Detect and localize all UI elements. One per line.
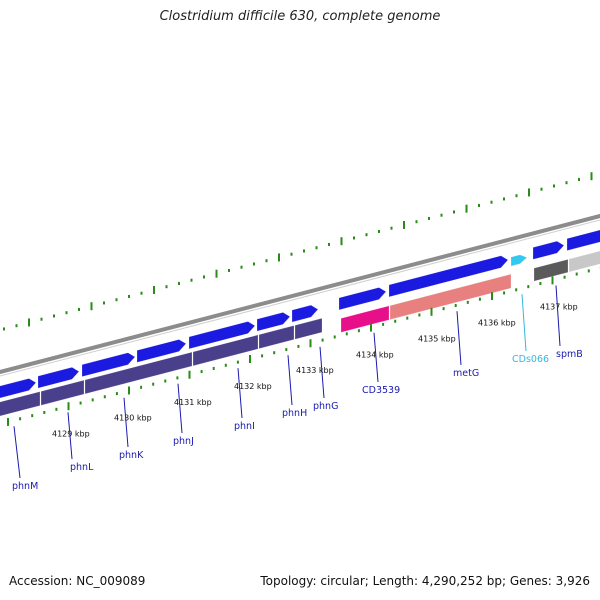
ruler-label: 4130 kbp <box>114 413 152 422</box>
gene-label-phng: phnG <box>313 401 338 412</box>
label-leader-line <box>319 346 325 399</box>
gene-label-phni: phnI <box>234 421 255 432</box>
gene-label-cds066: CDs066 <box>512 354 549 365</box>
gene-bar-highlight <box>340 305 390 333</box>
cds-arrow <box>81 352 136 378</box>
ruler-label: 4131 kbp <box>174 398 212 407</box>
gc-skew-ticks <box>3 172 593 331</box>
backbone-shadow <box>0 219 600 377</box>
cds-arrow-cyan <box>510 254 528 267</box>
ruler-label: 4132 kbp <box>234 382 272 391</box>
feature-tracks <box>0 229 600 417</box>
label-leader-line <box>287 355 293 406</box>
genome-summary-text: Topology: circular; Length: 4,290,252 bp… <box>260 574 590 588</box>
gene-label-cd3539: CD3539 <box>362 385 400 396</box>
label-leader-line <box>177 383 183 434</box>
cds-arrow <box>532 240 565 260</box>
cds-arrow <box>188 321 256 350</box>
cds-arrow <box>388 255 509 298</box>
ruler-label: 4133 kbp <box>296 366 334 375</box>
ruler-label: 4129 kbp <box>52 429 90 438</box>
gene-label-phnk: phnK <box>119 450 144 461</box>
cds-arrow <box>291 304 319 323</box>
backbone-line <box>0 213 600 375</box>
gene-bar-grey <box>533 258 569 282</box>
cds-arrow <box>136 339 187 363</box>
gene-bar <box>258 325 295 350</box>
gene-label-phnm: phnM <box>12 481 38 492</box>
label-leader-line <box>373 332 379 383</box>
cds-arrow <box>338 287 387 311</box>
label-leader-line <box>521 294 527 352</box>
gene-label-phnh: phnH <box>282 408 307 419</box>
label-leader-line <box>67 412 73 460</box>
ruler-label: 4134 kbp <box>356 350 394 359</box>
gene-label-phnl: phnL <box>70 462 94 473</box>
map-title: Clostridium difficile 630, complete geno… <box>159 9 441 24</box>
ruler-label: 4136 kbp <box>478 319 516 328</box>
gene-bar <box>40 379 85 406</box>
gene-bar <box>84 351 193 395</box>
label-leader-line <box>237 368 243 419</box>
ruler-label: 4135 kbp <box>418 334 456 343</box>
gene-labels: phnM phnL phnK phnJ phnI phnH phnG CD3539 metG CD… <box>12 285 583 492</box>
gene-bar <box>294 317 323 340</box>
cds-arrow <box>37 366 80 389</box>
gene-label-spmb: spmB <box>556 349 583 360</box>
gene-bar-light <box>568 250 600 273</box>
kbp-ruler: 4129 kbp 4130 kbp 4131 kbp 4132 kbp 4133 kbp… <box>7 266 600 438</box>
accession-text: Accession: NC_009089 <box>9 574 146 588</box>
cds-arrow <box>0 378 37 399</box>
label-leader-line <box>123 397 129 448</box>
genome-backbone <box>0 213 600 377</box>
cds-arrow <box>566 229 600 251</box>
gene-label-metg: metG <box>453 368 479 379</box>
gene-bar-metg <box>389 273 512 320</box>
gene-bar <box>192 334 259 367</box>
gene-bar <box>0 391 41 417</box>
label-leader-line <box>555 285 561 347</box>
ruler-label: 4137 kbp <box>540 303 578 312</box>
label-leader-line <box>456 311 462 366</box>
cds-arrow <box>256 312 291 332</box>
label-leader-line <box>13 426 21 479</box>
gene-label-phnj: phnJ <box>173 436 194 447</box>
